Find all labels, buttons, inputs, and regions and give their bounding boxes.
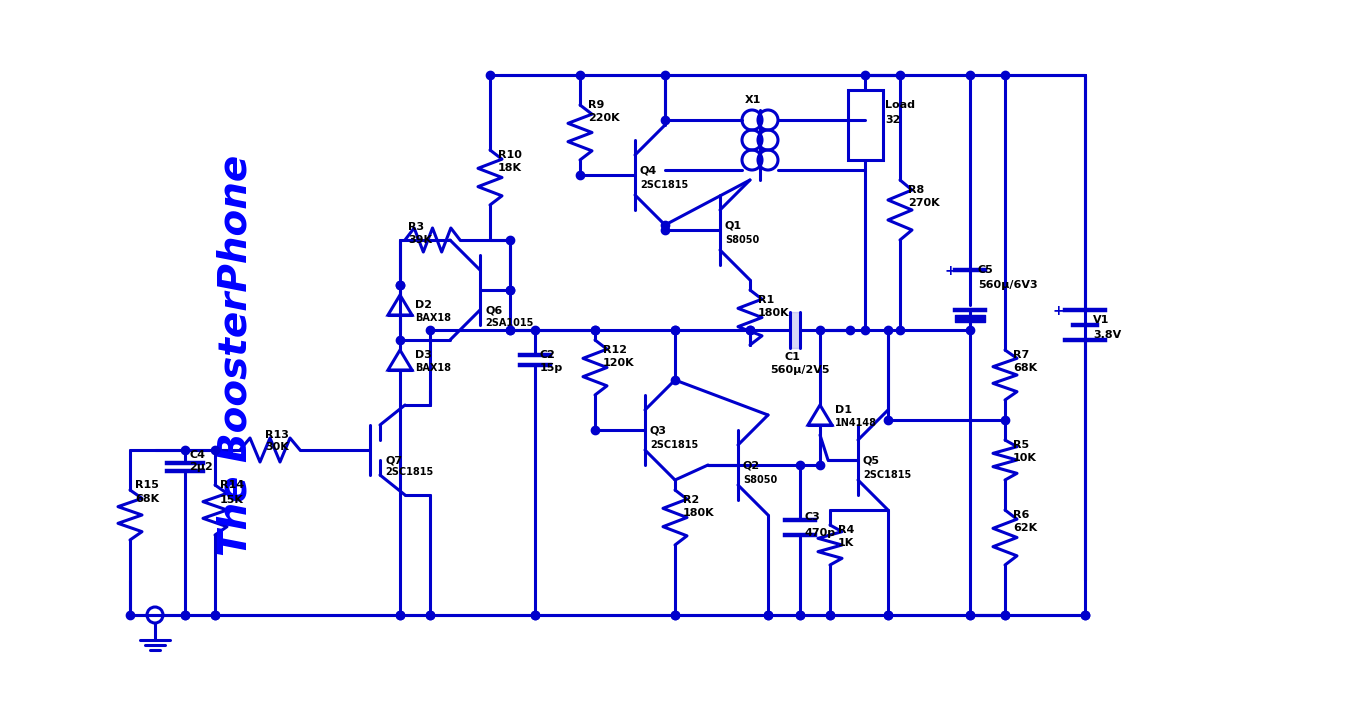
- Text: 2SC1815: 2SC1815: [385, 467, 433, 477]
- Text: D3: D3: [415, 350, 432, 360]
- Text: 180K: 180K: [682, 508, 715, 518]
- Text: 18K: 18K: [498, 163, 522, 173]
- Text: R7: R7: [1014, 350, 1030, 360]
- Text: 3.8V: 3.8V: [1093, 330, 1121, 340]
- Text: R5: R5: [1014, 440, 1030, 450]
- Text: 2SA1015: 2SA1015: [485, 318, 533, 328]
- Text: 470p: 470p: [805, 528, 836, 538]
- Text: 270K: 270K: [909, 198, 940, 208]
- Text: R9: R9: [588, 100, 604, 110]
- Text: 220K: 220K: [588, 113, 619, 123]
- Text: Q7: Q7: [385, 455, 402, 465]
- Text: R6: R6: [1014, 510, 1030, 520]
- Text: R8: R8: [909, 185, 925, 195]
- Text: 2SC1815: 2SC1815: [863, 470, 911, 480]
- Text: BAX18: BAX18: [415, 313, 451, 323]
- Text: R10: R10: [498, 150, 522, 160]
- Text: S8050: S8050: [725, 235, 759, 245]
- Text: 15p: 15p: [540, 363, 563, 373]
- Text: 180K: 180K: [758, 308, 790, 318]
- Text: 32: 32: [886, 115, 900, 125]
- Text: Q3: Q3: [650, 425, 668, 435]
- Text: 30K: 30K: [265, 442, 289, 452]
- Text: Q2: Q2: [743, 460, 760, 470]
- Text: R1: R1: [758, 295, 774, 305]
- Text: 1N4148: 1N4148: [835, 418, 878, 428]
- Text: +: +: [1053, 304, 1065, 318]
- Text: Load: Load: [886, 100, 915, 110]
- Text: 39K: 39K: [408, 235, 432, 245]
- Text: R12: R12: [603, 345, 627, 355]
- Text: BAX18: BAX18: [415, 363, 451, 373]
- Text: 10K: 10K: [1014, 453, 1036, 463]
- Text: 1K: 1K: [839, 538, 855, 548]
- Text: R13: R13: [265, 430, 289, 440]
- Text: R15: R15: [135, 480, 159, 490]
- Text: C3: C3: [805, 512, 821, 522]
- Text: C2: C2: [540, 350, 556, 360]
- Text: +: +: [945, 264, 957, 278]
- Text: C1: C1: [785, 352, 801, 362]
- Text: 2SC1815: 2SC1815: [650, 440, 699, 450]
- Text: 120K: 120K: [603, 358, 634, 368]
- Text: R4: R4: [839, 525, 855, 535]
- Text: 560μ/6V3: 560μ/6V3: [979, 280, 1038, 290]
- Text: C4: C4: [188, 450, 205, 460]
- Text: Q5: Q5: [863, 455, 880, 465]
- Text: 62K: 62K: [1014, 523, 1038, 533]
- Text: Q6: Q6: [485, 305, 502, 315]
- Text: 2μ2: 2μ2: [188, 462, 213, 472]
- Text: The BoosterPhone: The BoosterPhone: [215, 155, 254, 556]
- Text: 68K: 68K: [135, 494, 159, 504]
- Text: R14: R14: [219, 480, 244, 490]
- Text: R2: R2: [682, 495, 700, 505]
- Text: D1: D1: [835, 405, 852, 415]
- Text: S8050: S8050: [743, 475, 777, 485]
- Text: Q4: Q4: [639, 165, 657, 175]
- Text: R3: R3: [408, 222, 424, 232]
- Text: D2: D2: [415, 300, 432, 310]
- Text: 15K: 15K: [219, 495, 244, 505]
- Bar: [848, 90, 883, 160]
- Text: X1: X1: [744, 95, 762, 105]
- Text: C5: C5: [979, 265, 993, 275]
- Text: 68K: 68K: [1014, 363, 1038, 373]
- Text: 2SC1815: 2SC1815: [639, 180, 688, 190]
- Text: V1: V1: [1093, 315, 1109, 325]
- Text: Q1: Q1: [725, 220, 742, 230]
- Text: 560μ/2V5: 560μ/2V5: [770, 365, 829, 375]
